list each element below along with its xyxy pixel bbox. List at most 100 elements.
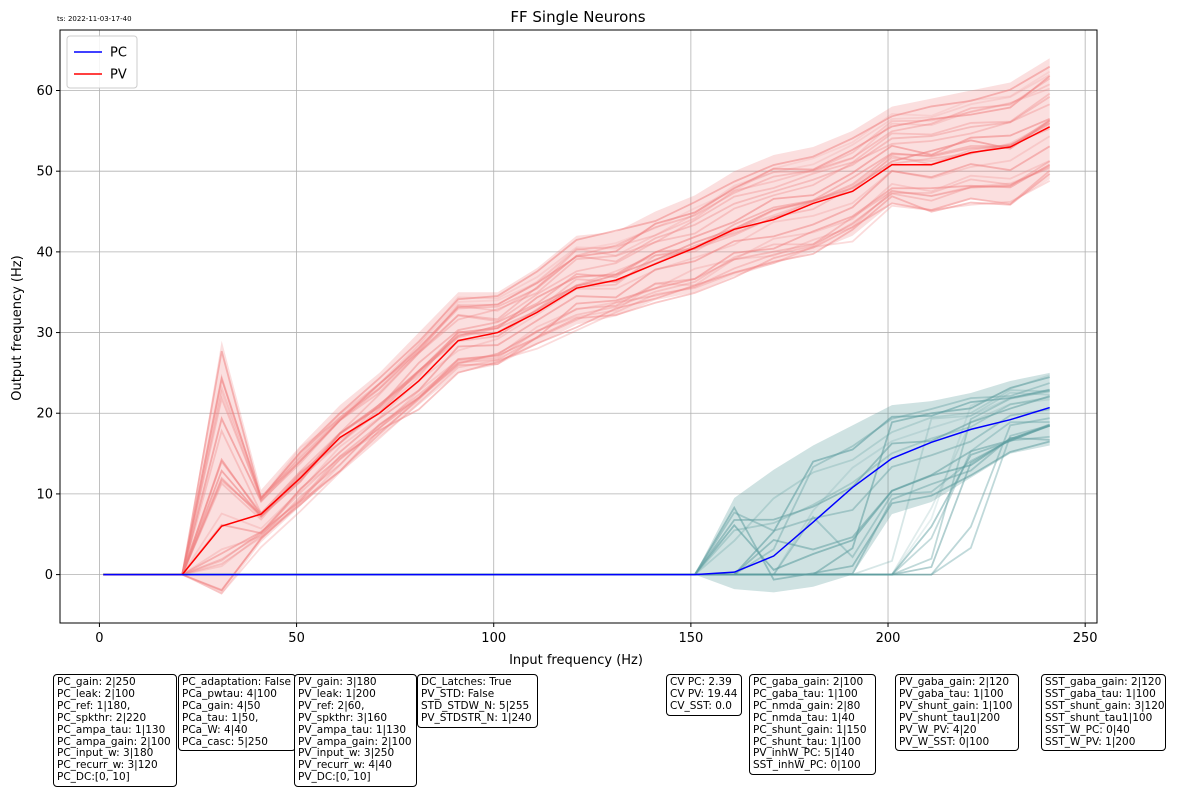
bands	[103, 58, 1050, 595]
parameter-line: PV_gaba_gain: 2|120	[899, 676, 1010, 688]
parameter-line: PCa_casc: 5|250	[182, 735, 268, 748]
trace-pv	[103, 173, 1051, 592]
parameter-box: PC_gaba_gain: 2|100 PC_gaba_tau: 1|100 PC_…	[749, 674, 876, 776]
y-tick-label: 0	[45, 568, 53, 583]
parameter-line: PC_ref: 1|180,	[57, 699, 131, 712]
parameter-line: SST_W_PC: 0|40	[1045, 723, 1130, 736]
y-axis-label: Output frequency (Hz)	[10, 255, 25, 400]
parameter-line: PV_STD: False	[421, 687, 495, 700]
trace-pv	[103, 164, 1051, 576]
y-tick-label: 40	[36, 245, 53, 260]
parameter-line: PV_gaba_tau: 1|100	[899, 687, 1004, 700]
x-tick-label: 50	[288, 631, 305, 646]
parameter-line: SST_shunt_tau1|100	[1045, 711, 1153, 724]
parameter-line: PC_gaba_tau: 1|100	[753, 687, 858, 700]
x-tick-label: 200	[876, 631, 901, 646]
parameter-line: PC_recurr_w: 3|120	[57, 759, 158, 772]
parameter-box: PV_gaba_gain: 2|120 PV_gaba_tau: 1|100 PV_…	[895, 674, 1019, 752]
parameter-box: CV PC: 2.39 CV PV: 19.44 CV_SST: 0.0	[666, 674, 742, 716]
parameter-line: PC_spkthr: 2|220	[57, 711, 147, 724]
parameter-line: SST_gaba_gain: 2|120	[1045, 676, 1162, 688]
parameter-line: PC_nmda_gain: 2|80	[753, 699, 861, 712]
parameter-line: PCa_pwtau: 4|100	[182, 687, 277, 700]
chart-title: FF Single Neurons	[510, 8, 645, 26]
parameter-line: SST_W_PV: 1|200	[1045, 735, 1136, 748]
trace-pv	[103, 145, 1051, 576]
parameter-box: PC_gain: 2|250 PC_leak: 2|100 PC_ref: 1|18…	[53, 674, 177, 788]
x-axis-label: Input frequency (Hz)	[509, 653, 643, 668]
trace-pv	[103, 65, 1051, 576]
parameter-line: PC_DC:[0, 10]	[57, 771, 130, 784]
trace-pv	[103, 70, 1051, 576]
parameter-line: PV_ref: 2|60,	[298, 699, 365, 712]
parameter-line: PV_inhW_PC: 5|140	[753, 747, 855, 760]
parameter-line: CV PC: 2.39	[670, 676, 732, 688]
x-tick-label: 250	[1073, 631, 1098, 646]
legend: PC PV	[66, 35, 138, 89]
parameter-line: PC_ampa_tau: 1|130	[57, 723, 166, 736]
trace-pv	[103, 87, 1050, 576]
trace-pv	[103, 169, 1051, 592]
parameter-box: PC_adaptation: False PCa_pwtau: 4|100 PCa_…	[178, 674, 296, 752]
parameter-line: PC_gaba_gain: 2|100	[753, 676, 864, 688]
parameter-line: PV_leak: 1|200	[298, 687, 376, 700]
parameter-line: PCa_gain: 4|50	[182, 699, 261, 712]
parameter-line: PV_STDSTR_N: 1|240	[421, 711, 532, 724]
trace-pv	[103, 167, 1051, 576]
x-tick-label: 0	[95, 631, 103, 646]
trace-pv	[103, 74, 1051, 576]
y-tick-label: 20	[36, 407, 53, 422]
parameter-line: PCa_W: 4|40	[182, 723, 248, 736]
parameter-line: PV_ampa_tau: 1|130	[298, 723, 407, 736]
parameter-box: PV_gain: 3|180 PV_leak: 1|200 PV_ref: 2|60…	[294, 674, 417, 788]
parameter-line: PV_W_SST: 0|100	[899, 735, 990, 748]
parameter-line: PV_spkthr: 3|160	[298, 711, 388, 724]
trace-pv	[103, 92, 1051, 576]
x-ticks: 0 50 100 150 200 250	[95, 623, 1098, 646]
parameter-line: PC_ampa_gain: 2|100	[57, 735, 171, 748]
parameter-line: PV_input_w: 3|250	[298, 747, 395, 760]
parameter-line: PV_ampa_gain: 2|100	[298, 735, 412, 748]
trace-pv	[103, 122, 1051, 576]
parameter-line: SST_gaba_tau: 1|100	[1045, 687, 1156, 700]
parameter-line: PC_adaptation: False	[182, 676, 292, 688]
parameter-box: SST_gaba_gain: 2|120 SST_gaba_tau: 1|100 S…	[1041, 674, 1166, 752]
y-tick-label: 10	[36, 487, 53, 502]
parameter-line: CV PV: 19.44	[670, 687, 738, 700]
trace-pv	[103, 180, 1051, 595]
parameter-line: PC_gain: 2|250	[57, 676, 136, 688]
parameter-line: PC_input_w: 3|180	[57, 747, 154, 760]
parameter-line: PC_nmda_tau: 1|40	[753, 711, 855, 724]
timestamp: ts: 2022-11-03-17-40	[57, 15, 132, 23]
legend-label-pv: PV	[110, 68, 127, 83]
band-pv	[103, 58, 1050, 595]
trace-pv	[103, 166, 1051, 576]
y-tick-label: 50	[36, 165, 53, 180]
parameter-line: CV_SST: 0.0	[670, 699, 732, 712]
parameter-line: PV_shunt_tau1|200	[899, 711, 1001, 724]
x-tick-label: 100	[481, 631, 506, 646]
parameter-line: STD_STDW_N: 5|255	[421, 699, 530, 712]
parameter-line: SST_shunt_gain: 3|120,	[1045, 699, 1166, 712]
parameter-line: PC_shunt_tau: 1|100	[753, 735, 862, 748]
trace-pv	[103, 123, 1051, 576]
mean-lines	[103, 126, 1051, 576]
y-ticks: 0 10 20 30 40 50 60	[36, 84, 60, 583]
parameter-line: PV_gain: 3|180	[298, 676, 377, 688]
trace-pv	[103, 96, 1051, 576]
trace-pv	[103, 83, 1051, 576]
y-tick-label: 30	[36, 326, 53, 341]
trace-pv	[103, 159, 1051, 576]
parameter-line: PC_leak: 2|100	[57, 687, 135, 700]
parameter-line: PV_W_PV: 4|20	[899, 723, 977, 736]
legend-box	[66, 35, 138, 89]
parameter-box: DC_Latches: True PV_STD: False STD_STDW_N:…	[417, 674, 538, 728]
parameter-line: PV_DC:[0, 10]	[298, 771, 371, 784]
legend-label-pc: PC	[110, 46, 127, 61]
parameter-line: PC_shunt_gain: 1|150	[753, 723, 867, 736]
plot-frame	[59, 29, 1098, 624]
trace-pv	[103, 163, 1051, 576]
parameter-line: PV_shunt_gain: 1|100	[899, 699, 1013, 712]
parameter-line: SST_inhW_PC: 0|100	[753, 759, 861, 772]
